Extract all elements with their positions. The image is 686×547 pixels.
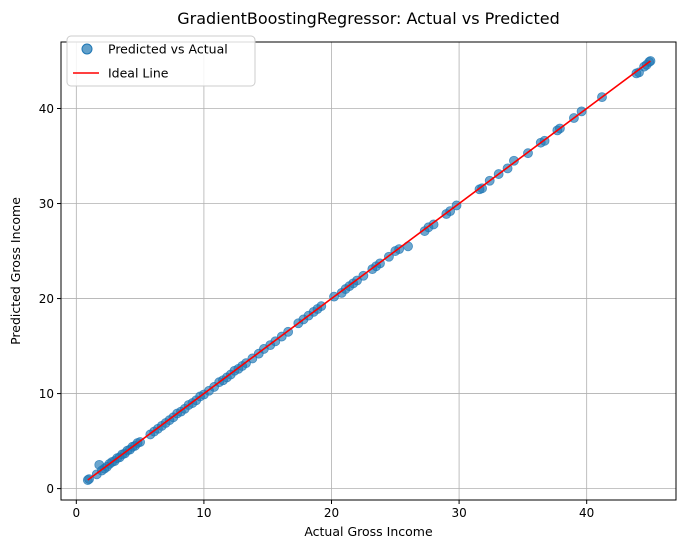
y-axis-label: Predicted Gross Income: [8, 197, 23, 345]
y-ticks: 0 10 20 30 40: [39, 102, 61, 496]
y-tick-label: 30: [39, 197, 54, 211]
ideal-line-layer: [87, 60, 651, 481]
legend-box: [66, 35, 256, 87]
y-tick-label: 0: [46, 482, 54, 496]
scatter-point: [428, 219, 439, 230]
scatter-point: [477, 183, 487, 194]
y-tick-label: 10: [39, 387, 54, 401]
y-tick-label: 20: [39, 292, 54, 306]
x-tick-label: 40: [579, 506, 594, 520]
legend-marker-scatter: [81, 43, 93, 55]
axes-frame: [60, 41, 677, 501]
x-tick-label: 10: [196, 506, 211, 520]
legend-label-line: Ideal Line: [108, 66, 169, 81]
x-axis-label: Actual Gross Income: [304, 524, 433, 539]
x-tick-label: 0: [72, 506, 80, 520]
x-tick-label: 30: [451, 506, 466, 520]
y-tick-label: 40: [39, 102, 54, 116]
x-ticks: 0 10 20 30 40: [72, 500, 594, 520]
ideal-line: [87, 60, 651, 481]
chart-title: GradientBoostingRegressor: Actual vs Pre…: [177, 9, 559, 28]
legend: Predicted vs Actual Ideal Line: [66, 35, 256, 87]
grid: [61, 42, 676, 500]
x-tick-label: 20: [324, 506, 339, 520]
legend-label-scatter: Predicted vs Actual: [108, 42, 228, 57]
scatter-point: [509, 155, 519, 166]
